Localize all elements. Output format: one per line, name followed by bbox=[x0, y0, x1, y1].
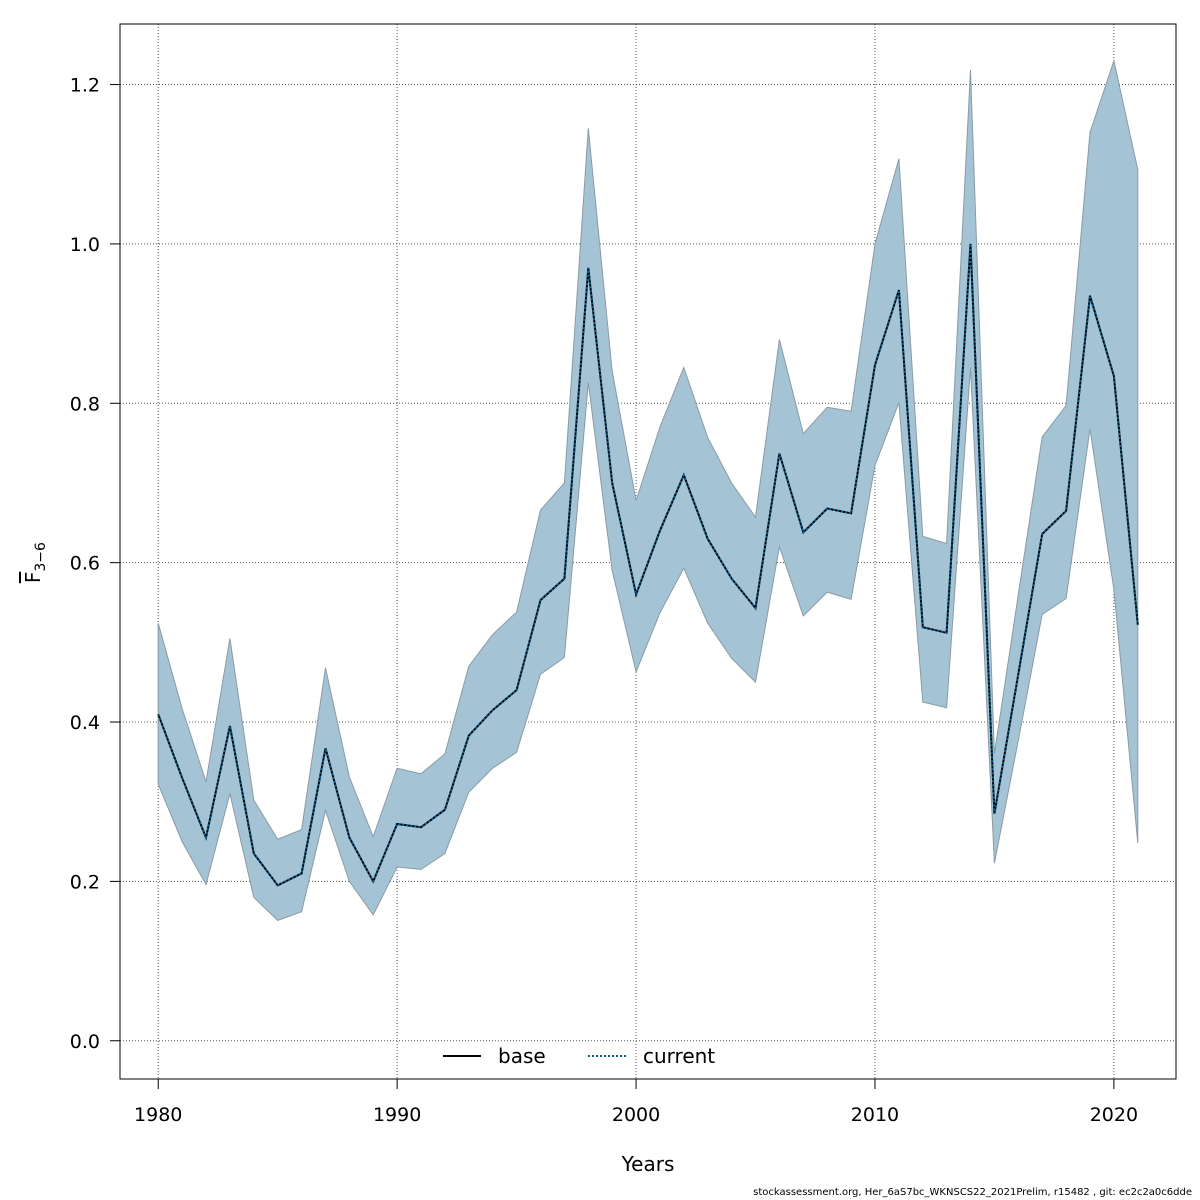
x-axis-title: Years bbox=[621, 1152, 675, 1176]
legend-label-current: current bbox=[643, 1044, 715, 1068]
y-axis: 0.0 0.2 0.4 0.6 0.8 1.0 1.2 bbox=[70, 75, 120, 1053]
y-axis-title-subscript: 3−6 bbox=[33, 542, 49, 572]
y-axis-title-main: F bbox=[21, 572, 45, 584]
x-axis: 1980 1990 2000 2010 2020 bbox=[134, 1078, 1138, 1126]
y-tick-label-5: 1.0 bbox=[70, 234, 100, 256]
y-tick-label-4: 0.8 bbox=[70, 393, 100, 415]
y-tick-label-2: 0.4 bbox=[70, 712, 100, 734]
grid-lines bbox=[120, 24, 1176, 1079]
confidence-band bbox=[157, 58, 1139, 921]
y-axis-title: F3−6 bbox=[21, 542, 49, 583]
y-tick-label-6: 1.2 bbox=[70, 75, 100, 97]
y-tick-label-0: 0.0 bbox=[70, 1031, 100, 1053]
x-tick-label-1990: 1990 bbox=[373, 1104, 421, 1126]
y-tick-label-3: 0.6 bbox=[70, 553, 100, 575]
x-tick-label-2010: 2010 bbox=[851, 1104, 899, 1126]
series-line-current bbox=[157, 243, 1139, 887]
legend: base current bbox=[443, 1044, 715, 1068]
footer-credit: stockassessment.org, Her_6aS7bc_WKNSCS22… bbox=[753, 1187, 1192, 1198]
x-tick-label-1980: 1980 bbox=[134, 1104, 182, 1126]
x-tick-label-2000: 2000 bbox=[612, 1104, 660, 1126]
x-tick-label-2020: 2020 bbox=[1090, 1104, 1138, 1126]
y-tick-label-1: 0.2 bbox=[70, 871, 100, 893]
legend-label-base: base bbox=[498, 1044, 546, 1068]
